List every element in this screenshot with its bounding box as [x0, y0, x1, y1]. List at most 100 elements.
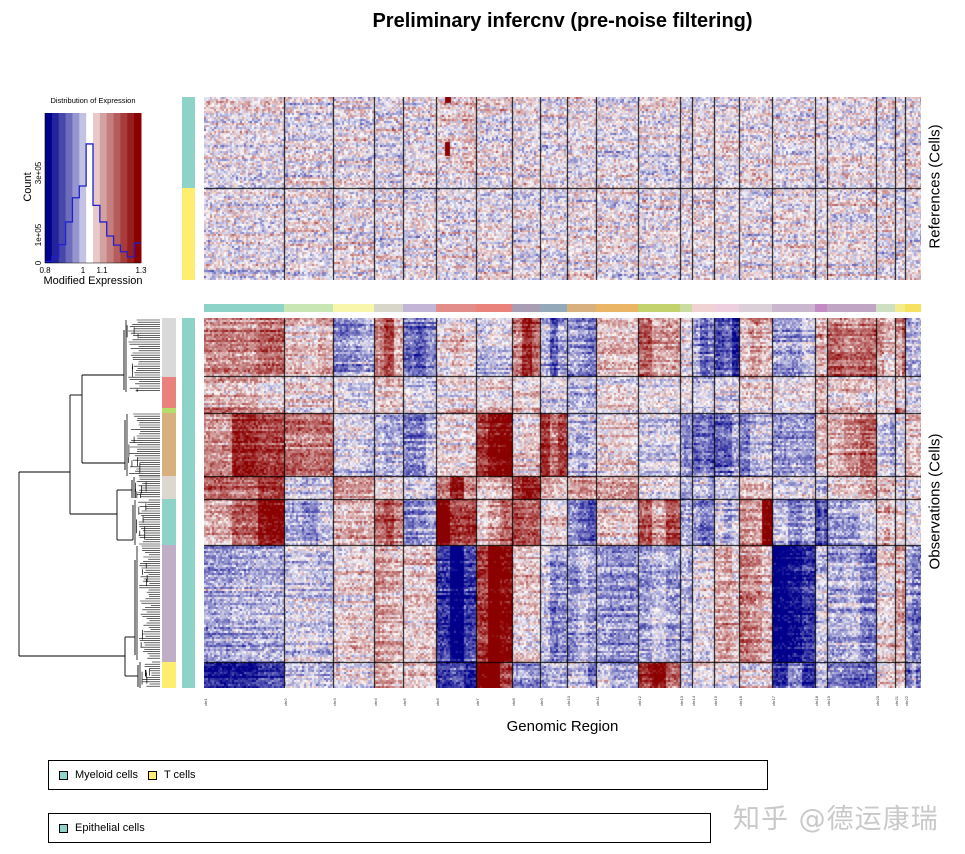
- observation-annotation-epithelial: [182, 318, 195, 688]
- legend-swatch-myeloid: [59, 770, 68, 780]
- y-tick-label: 3e+05: [34, 161, 43, 184]
- color-key-stripe: [127, 113, 135, 263]
- chromosome-bar-chr11: [596, 304, 638, 312]
- chromosome-bar-chr18: [815, 304, 827, 312]
- color-key-stripe: [65, 113, 73, 263]
- chromosome-bar-chr8: [512, 304, 540, 312]
- expression-histogram: Distribution of Expression 0.8 1 1.1 1.3…: [22, 96, 147, 287]
- chromosome-bar-chr2: [284, 304, 333, 312]
- chromosome-bar-chr5: [403, 304, 436, 312]
- chromosome-label: chr14: [691, 695, 696, 706]
- chromosome-bar-chr16: [739, 304, 772, 312]
- x-tick-label: 1: [81, 266, 86, 275]
- color-key-stripe: [106, 113, 115, 263]
- observation-legend: Epithelial cells: [48, 813, 711, 843]
- chromosome-label: chr17: [771, 695, 776, 706]
- chromosome-label: chr2: [283, 698, 288, 706]
- observations-heatmap: [204, 318, 921, 688]
- y-tick-label: 0: [34, 260, 43, 265]
- observation-dendrogram: [18, 319, 160, 688]
- color-key-stripe: [51, 113, 60, 263]
- histogram-title: Distribution of Expression: [50, 96, 135, 105]
- legend-label: Myeloid cells: [75, 769, 138, 781]
- legend-swatch-epithelial: [59, 823, 68, 833]
- cluster-annotation: [162, 318, 176, 377]
- legend-label: T cells: [163, 769, 196, 781]
- chromosome-bar-chr3: [333, 304, 374, 312]
- chromosome-bar-chr22: [905, 304, 921, 312]
- color-key-stripe: [113, 113, 121, 263]
- x-axis-label: Genomic Region: [506, 718, 619, 735]
- chromosome-color-bar: [204, 304, 921, 312]
- references-heatmap: [204, 97, 921, 280]
- legend-label: Epithelial cells: [75, 822, 145, 834]
- chromosome-label: chr7: [475, 698, 480, 706]
- chromosome-label: chr3: [332, 698, 337, 706]
- chromosome-label: chr16: [738, 695, 743, 706]
- chromosome-label: chr12: [637, 695, 642, 706]
- chromosome-label: chr22: [904, 695, 909, 706]
- cluster-annotation: [162, 408, 176, 413]
- cluster-annotation: [162, 377, 176, 408]
- chromosome-bar-chr4: [374, 304, 403, 312]
- chromosome-label: chr1: [203, 698, 208, 706]
- histogram-line: [45, 143, 141, 263]
- x-tick-label: 1.3: [135, 266, 147, 275]
- color-key-stripe: [72, 113, 80, 263]
- cluster-annotation: [162, 499, 176, 545]
- chromosome-label: chr5: [402, 698, 407, 706]
- reference-legend: Myeloid cells T cells: [48, 760, 768, 790]
- chromosome-bar-chr9: [540, 304, 567, 312]
- chromosome-label: chr8: [511, 698, 516, 706]
- chromosome-bar-chr15: [714, 304, 739, 312]
- chromosome-bar-chr12: [638, 304, 680, 312]
- reference-annotation-myeloid: [182, 97, 195, 188]
- references-axis-label: References (Cells): [926, 124, 944, 249]
- chromosome-bar-chr17: [772, 304, 815, 312]
- chromosome-bar-chr21: [895, 304, 905, 312]
- watermark: 知乎 @德运康瑞: [733, 804, 939, 835]
- chromosome-bar-chr7: [476, 304, 512, 312]
- cluster-annotation: [162, 413, 176, 476]
- chromosome-label: chr11: [595, 696, 600, 706]
- color-key-stripe: [134, 113, 142, 263]
- chromosome-bar-chr6: [436, 304, 476, 312]
- chromosome-bar-chr1: [204, 304, 284, 312]
- histogram-y-label: Count: [22, 172, 34, 201]
- reference-annotation-tcells: [182, 188, 195, 280]
- chromosome-label: chr15: [713, 695, 718, 706]
- color-key-stripe: [45, 113, 53, 263]
- color-key-stripe: [86, 113, 94, 263]
- observations-axis-label: Observations (Cells): [926, 433, 944, 570]
- color-key-stripe: [93, 113, 101, 263]
- color-key-stripe: [79, 113, 87, 263]
- y-tick-label: 1e+05: [34, 223, 43, 246]
- chromosome-label: chr20: [875, 695, 880, 706]
- observation-cluster-bar: [162, 318, 176, 688]
- color-key-gradient: [45, 113, 142, 263]
- color-key-stripe: [99, 113, 108, 263]
- cluster-annotation: [162, 476, 176, 499]
- chromosome-bar-chr19: [827, 304, 876, 312]
- chromosome-bar-chr10: [567, 304, 596, 312]
- x-tick-label: 1.1: [96, 266, 108, 275]
- chromosome-label: chr10: [566, 695, 571, 706]
- chromosome-label: chr13: [679, 695, 684, 706]
- chromosome-label: chr21: [894, 695, 899, 706]
- legend-swatch-tcells: [147, 770, 157, 780]
- chromosome-bar-chr20: [876, 304, 895, 312]
- chromosome-label: chr18: [814, 695, 819, 706]
- chromosome-label: chr19: [826, 695, 831, 706]
- cluster-annotation: [162, 545, 176, 662]
- color-key-stripe: [58, 113, 67, 263]
- chromosome-label: chr9: [539, 698, 544, 706]
- x-tick-label: 0.8: [39, 266, 51, 275]
- chromosome-label: chr6: [435, 698, 440, 706]
- chromosome-bar-chr13: [680, 304, 692, 312]
- chromosome-label: chr4: [373, 698, 378, 706]
- chart-title: Preliminary infercnv (pre-noise filterin…: [372, 10, 753, 32]
- chromosome-bar-chr14: [692, 304, 714, 312]
- color-key-stripe: [120, 113, 128, 263]
- histogram-x-label: Modified Expression: [43, 275, 142, 287]
- cluster-annotation: [162, 662, 176, 688]
